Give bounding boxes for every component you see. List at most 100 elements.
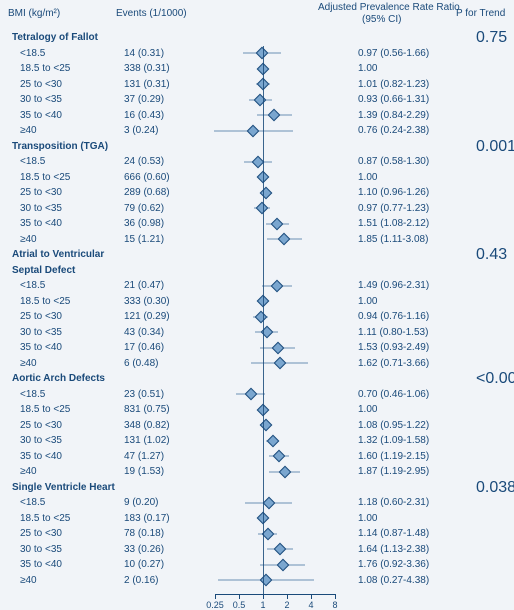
bmi-category: 25 to <30: [20, 418, 62, 434]
events-value: 17 (0.46): [124, 340, 164, 356]
rate-ratio: 0.76 (0.24-2.38): [358, 123, 429, 139]
rate-ratio: 1.32 (1.09-1.58): [358, 433, 429, 449]
bmi-category: ≥40: [20, 356, 37, 372]
table-row: 30 to <3533 (0.26)1.64 (1.13-2.38): [8, 542, 506, 558]
table-row: <18.524 (0.53)0.87 (0.58-1.30): [8, 154, 506, 170]
rate-ratio: 1.39 (0.84-2.29): [358, 108, 429, 124]
point-estimate-marker: [271, 341, 284, 354]
table-row: 25 to <30131 (0.31)1.01 (0.82-1.23): [8, 77, 506, 93]
bmi-category: 35 to <40: [20, 340, 62, 356]
events-value: 121 (0.29): [124, 309, 170, 325]
rate-ratio: 1.87 (1.19-2.95): [358, 464, 429, 480]
bmi-category: 18.5 to <25: [20, 170, 70, 186]
bmi-category: ≥40: [20, 573, 37, 589]
x-axis-label: 0.25: [206, 600, 224, 610]
p-for-trend: 0.43: [476, 247, 507, 263]
bmi-category: 18.5 to <25: [20, 61, 70, 77]
table-row: 30 to <3543 (0.34)1.11 (0.80-1.53): [8, 325, 506, 341]
point-estimate-marker: [260, 186, 273, 199]
table-row: 30 to <3579 (0.62)0.97 (0.77-1.23): [8, 201, 506, 217]
rate-ratio: 1.60 (1.19-2.15): [358, 449, 429, 465]
x-axis-label: 4: [308, 600, 313, 610]
point-estimate-marker: [244, 388, 257, 401]
rate-ratio: 0.97 (0.56-1.66): [358, 46, 429, 62]
col-header-rr-line1: Adjusted Prevalence Rate Ratio: [318, 2, 460, 13]
bmi-category: 30 to <35: [20, 92, 62, 108]
bmi-category: <18.5: [20, 154, 45, 170]
point-estimate-marker: [257, 512, 270, 525]
rate-ratio: 1.18 (0.60-2.31): [358, 495, 429, 511]
section-title: Tetralogy of Fallot: [12, 30, 98, 46]
x-axis-label: 8: [332, 600, 337, 610]
table-row: ≥402 (0.16)1.08 (0.27-4.38): [8, 573, 506, 589]
p-for-trend: 0.75: [476, 30, 507, 46]
rate-ratio: 1.11 (0.80-1.53): [358, 325, 428, 341]
events-value: 24 (0.53): [124, 154, 164, 170]
point-estimate-marker: [257, 295, 270, 308]
rate-ratio: 0.70 (0.46-1.06): [358, 387, 429, 403]
events-value: 338 (0.31): [124, 61, 170, 77]
bmi-category: 30 to <35: [20, 433, 62, 449]
point-estimate-marker: [278, 233, 291, 246]
bmi-category: <18.5: [20, 495, 45, 511]
events-value: 2 (0.16): [124, 573, 158, 589]
events-value: 36 (0.98): [124, 216, 164, 232]
rate-ratio: 1.14 (0.87-1.48): [358, 526, 429, 542]
events-value: 33 (0.26): [124, 542, 164, 558]
bmi-category: ≥40: [20, 464, 37, 480]
section-title: Atrial to Ventricular: [12, 247, 104, 263]
point-estimate-marker: [262, 496, 275, 509]
table-row: 18.5 to <25183 (0.17)1.00: [8, 511, 506, 527]
point-estimate-marker: [273, 357, 286, 370]
rate-ratio: 1.00: [358, 511, 377, 527]
rate-ratio: 1.85 (1.11-3.08): [358, 232, 428, 248]
rate-ratio: 1.10 (0.96-1.26): [358, 185, 429, 201]
bmi-category: <18.5: [20, 387, 45, 403]
x-axis-label: 0.5: [233, 600, 246, 610]
section-title: Transposition (TGA): [12, 139, 108, 155]
table-row: 35 to <4016 (0.43)1.39 (0.84-2.29): [8, 108, 506, 124]
col-header-rr-line2: (95% CI): [362, 14, 401, 25]
table-row: 30 to <3537 (0.29)0.93 (0.66-1.31): [8, 92, 506, 108]
events-value: 333 (0.30): [124, 294, 170, 310]
events-value: 16 (0.43): [124, 108, 164, 124]
p-for-trend: 0.0013: [476, 139, 514, 155]
point-estimate-marker: [254, 310, 267, 323]
table-row: 25 to <30121 (0.29)0.94 (0.76-1.16): [8, 309, 506, 325]
point-estimate-marker: [268, 109, 281, 122]
section-title: Single Ventricle Heart: [12, 480, 115, 496]
events-value: 21 (0.47): [124, 278, 164, 294]
bmi-category: 25 to <30: [20, 77, 62, 93]
point-estimate-marker: [252, 155, 265, 168]
events-value: 666 (0.60): [124, 170, 170, 186]
table-row: 35 to <4017 (0.46)1.53 (0.93-2.49): [8, 340, 506, 356]
events-value: 131 (0.31): [124, 77, 170, 93]
bmi-category: 18.5 to <25: [20, 294, 70, 310]
events-value: 78 (0.18): [124, 526, 164, 542]
table-row: 18.5 to <25 666 (0.60) 1.00: [8, 170, 506, 186]
table-row: 30 to <35 131 (1.02) 1.32 (1.09-1.58): [8, 433, 506, 449]
events-value: 43 (0.34): [124, 325, 164, 341]
point-estimate-marker: [257, 171, 270, 184]
events-value: 131 (1.02): [124, 433, 170, 449]
bmi-category: 35 to <40: [20, 557, 62, 573]
table-row: 25 to <3078 (0.18)1.14 (0.87-1.48): [8, 526, 506, 542]
point-estimate-marker: [254, 93, 267, 106]
rate-ratio: 1.64 (1.13-2.38): [358, 542, 429, 558]
bmi-category: <18.5: [20, 278, 45, 294]
x-axis-label: 2: [284, 600, 289, 610]
x-axis-label: 1: [260, 600, 265, 610]
col-header-bmi: BMI (kg/m²): [8, 8, 60, 19]
rate-ratio: 1.00: [358, 294, 377, 310]
rate-ratio: 1.00: [358, 170, 377, 186]
events-value: 19 (1.53): [124, 464, 164, 480]
bmi-category: 35 to <40: [20, 216, 62, 232]
events-value: 15 (1.21): [124, 232, 164, 248]
rate-ratio: 1.08 (0.95-1.22): [358, 418, 429, 434]
table-row: <18.521 (0.47)1.49 (0.96-2.31): [8, 278, 506, 294]
point-estimate-marker: [257, 78, 270, 91]
table-row: <18.59 (0.20)1.18 (0.60-2.31): [8, 495, 506, 511]
point-estimate-marker: [259, 419, 272, 432]
point-estimate-marker: [260, 326, 273, 339]
bmi-category: 18.5 to <25: [20, 511, 70, 527]
